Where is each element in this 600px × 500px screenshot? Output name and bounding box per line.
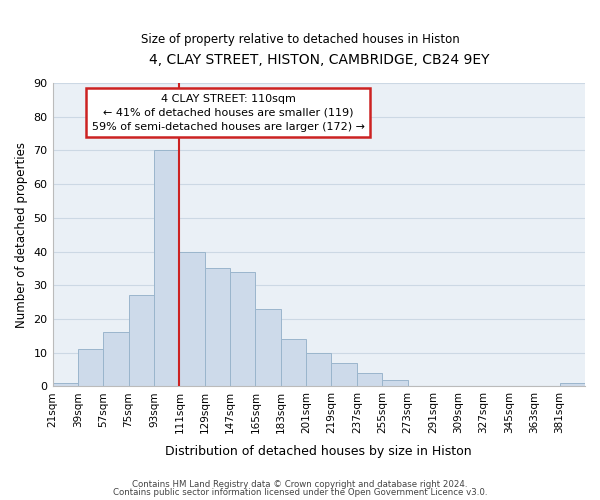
Bar [78,350,103,387]
Bar [256,309,281,386]
Text: Contains public sector information licensed under the Open Government Licence v3: Contains public sector information licen… [113,488,487,497]
Text: Size of property relative to detached houses in Histon: Size of property relative to detached ho… [140,32,460,46]
Bar [53,383,78,386]
Bar [103,332,128,386]
Bar [128,296,154,386]
Title: 4, CLAY STREET, HISTON, CAMBRIDGE, CB24 9EY: 4, CLAY STREET, HISTON, CAMBRIDGE, CB24 … [149,52,489,66]
Bar [331,363,357,386]
Bar [179,252,205,386]
X-axis label: Distribution of detached houses by size in Histon: Distribution of detached houses by size … [166,444,472,458]
Text: 4 CLAY STREET: 110sqm
← 41% of detached houses are smaller (119)
59% of semi-det: 4 CLAY STREET: 110sqm ← 41% of detached … [92,94,365,132]
Bar [205,268,230,386]
Bar [560,383,585,386]
Bar [306,352,331,386]
Bar [357,373,382,386]
Bar [382,380,407,386]
Bar [230,272,256,386]
Bar [281,339,306,386]
Text: Contains HM Land Registry data © Crown copyright and database right 2024.: Contains HM Land Registry data © Crown c… [132,480,468,489]
Bar [154,150,179,386]
Y-axis label: Number of detached properties: Number of detached properties [15,142,28,328]
